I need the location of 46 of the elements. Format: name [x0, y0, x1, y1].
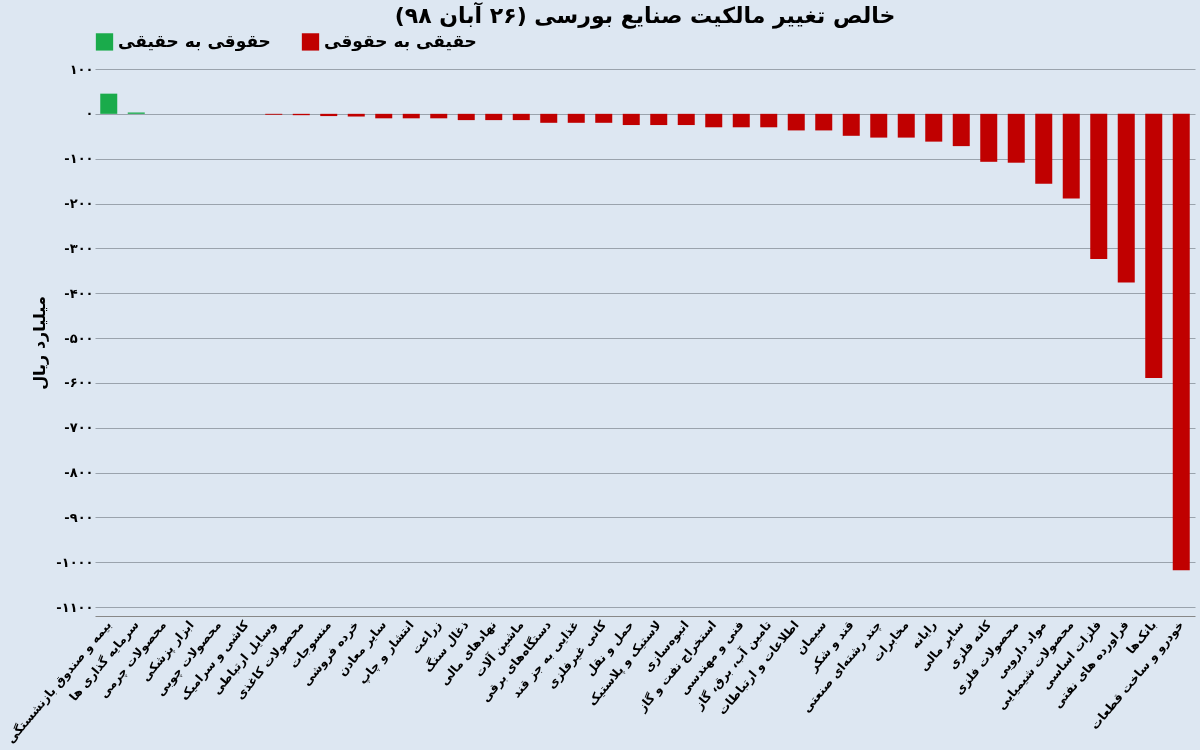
bar — [540, 113, 558, 123]
bar — [732, 113, 750, 128]
y-tick-label: -۷۰۰ — [64, 420, 94, 436]
bar — [100, 93, 118, 114]
y-tick-label: ۱۰۰ — [69, 61, 94, 77]
bar — [1145, 113, 1163, 378]
y-tick-label: ۰ — [85, 106, 94, 122]
bar — [650, 113, 668, 126]
bar — [842, 113, 860, 136]
bar — [705, 113, 723, 128]
bar — [457, 113, 475, 121]
y-tick-label: -۵۰۰ — [64, 330, 94, 346]
y-axis-title: میلیارد ریال — [30, 296, 50, 390]
y-tick-label: -۲۰۰ — [64, 196, 94, 212]
y-tick-label: -۸۰۰ — [64, 465, 94, 481]
bar — [595, 113, 613, 123]
bar — [925, 113, 943, 142]
bar — [980, 113, 998, 162]
bar — [1007, 113, 1025, 163]
y-tick-label: -۱۰۰ — [64, 151, 94, 167]
chart-title: خالص تغییر مالکیت صنایع بورسی (۲۶ آبان ۹۸) — [394, 1, 896, 29]
bar — [1062, 113, 1080, 199]
bar — [347, 113, 365, 117]
bar — [870, 113, 888, 138]
bar — [1172, 113, 1190, 571]
legend-label: حقیقی به حقوقی — [324, 30, 477, 52]
bar — [952, 113, 970, 147]
bar — [815, 113, 833, 131]
bar — [1090, 113, 1108, 260]
y-tick-label: -۹۰۰ — [64, 509, 94, 525]
bar — [1035, 113, 1053, 184]
bar — [622, 113, 640, 126]
bar — [787, 113, 805, 131]
y-tick-label: -۱۱۰۰ — [56, 599, 94, 615]
legend-label: حقوقی به حقیقی — [118, 30, 271, 52]
bar — [485, 113, 503, 121]
bar — [567, 113, 585, 123]
bar — [677, 113, 695, 126]
y-tick-label: -۳۰۰ — [64, 240, 94, 256]
y-tick-label: -۱۰۰۰ — [56, 554, 94, 570]
bar — [760, 113, 778, 128]
y-tick-label: -۶۰۰ — [64, 375, 94, 391]
bar — [512, 113, 530, 121]
bar — [1117, 113, 1135, 283]
bar — [897, 113, 915, 138]
y-tick-label: -۴۰۰ — [64, 285, 94, 301]
